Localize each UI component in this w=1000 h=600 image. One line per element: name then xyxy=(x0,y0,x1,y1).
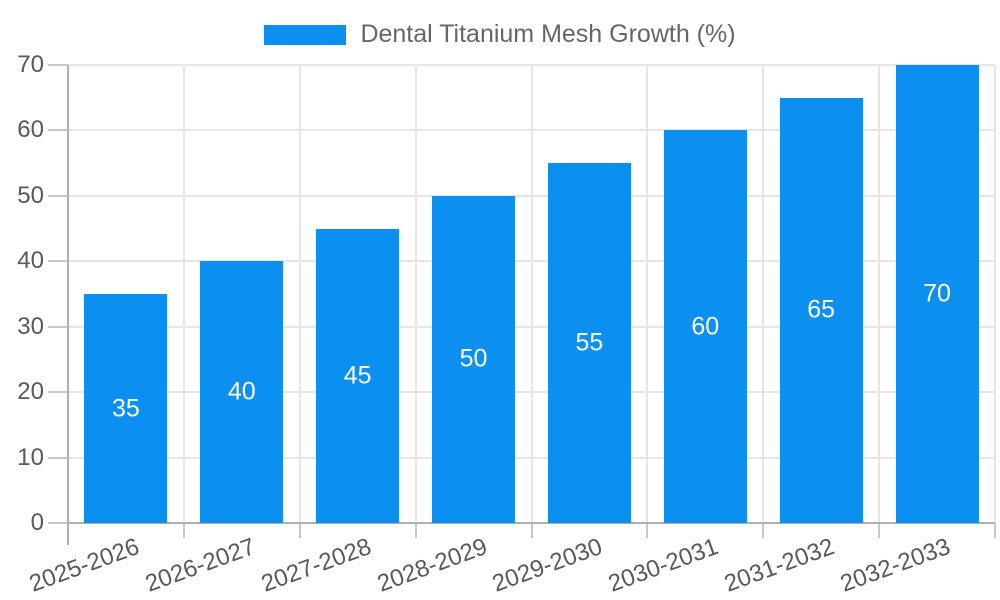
y-axis-tick-label: 40 xyxy=(17,247,44,275)
bar-value-label: 35 xyxy=(112,394,140,422)
x-axis-tick-label: 2025-2026 xyxy=(25,533,143,598)
legend: Dental Titanium Mesh Growth (%) xyxy=(0,20,1000,49)
x-tick-mark xyxy=(182,523,185,538)
x-tick-mark xyxy=(762,523,765,538)
bar xyxy=(663,130,747,523)
x-gridline xyxy=(182,65,185,523)
bar xyxy=(547,163,631,523)
y-axis-tick-label: 10 xyxy=(17,443,44,471)
x-tick-mark xyxy=(414,523,417,538)
y-tick-mark xyxy=(48,129,68,132)
bar-value-label: 70 xyxy=(923,279,951,308)
y-axis-tick-label: 70 xyxy=(17,51,44,78)
y-axis-line xyxy=(67,65,69,545)
y-axis-tick-label: 60 xyxy=(17,116,44,144)
bar-value-label: 55 xyxy=(575,328,604,357)
bar xyxy=(316,228,400,523)
x-gridline xyxy=(414,65,417,523)
x-gridline xyxy=(530,65,533,523)
x-axis-tick-label: 2031-2032 xyxy=(720,533,839,598)
x-tick-mark xyxy=(646,523,649,538)
y-axis-tick-label: 20 xyxy=(17,378,44,406)
x-tick-mark xyxy=(994,523,996,538)
bar-value-label: 60 xyxy=(691,312,720,341)
x-tick-mark xyxy=(530,523,533,538)
y-tick-mark xyxy=(48,260,68,263)
bar xyxy=(432,195,516,523)
x-tick-mark xyxy=(878,523,881,538)
bar xyxy=(84,294,168,523)
bar-value-label: 40 xyxy=(227,377,256,406)
bar xyxy=(200,261,284,523)
y-tick-mark xyxy=(48,456,68,459)
x-gridline xyxy=(878,65,881,523)
y-axis-tick-label: 30 xyxy=(17,312,44,340)
bar xyxy=(779,97,863,523)
x-gridline xyxy=(994,65,996,523)
x-axis-tick-label: 2030-2031 xyxy=(605,533,723,598)
x-axis-tick-label: 2032-2033 xyxy=(836,533,954,598)
y-tick-mark xyxy=(48,194,68,197)
y-axis-tick-label: 0 xyxy=(30,509,44,536)
x-gridline xyxy=(646,65,649,523)
x-axis-line xyxy=(68,522,995,524)
bar-value-label: 65 xyxy=(807,295,836,324)
y-tick-mark xyxy=(48,64,68,66)
x-axis-tick-label: 2028-2029 xyxy=(373,533,491,598)
bar-value-label: 45 xyxy=(343,361,372,390)
x-gridline xyxy=(762,65,765,523)
y-axis-tick-label: 50 xyxy=(17,181,44,209)
legend-label: Dental Titanium Mesh Growth (%) xyxy=(360,20,736,48)
bar-value-label: 50 xyxy=(459,344,488,373)
x-tick-mark xyxy=(298,523,301,538)
x-axis-tick-label: 2029-2030 xyxy=(489,533,607,598)
x-gridline xyxy=(298,65,301,523)
y-tick-mark xyxy=(48,391,68,394)
x-axis-tick-label: 2026-2027 xyxy=(141,533,259,598)
y-tick-mark xyxy=(48,522,68,524)
x-axis-tick-label: 2027-2028 xyxy=(257,533,375,598)
y-tick-mark xyxy=(48,325,68,328)
legend-swatch xyxy=(264,24,347,45)
bar xyxy=(895,65,979,523)
